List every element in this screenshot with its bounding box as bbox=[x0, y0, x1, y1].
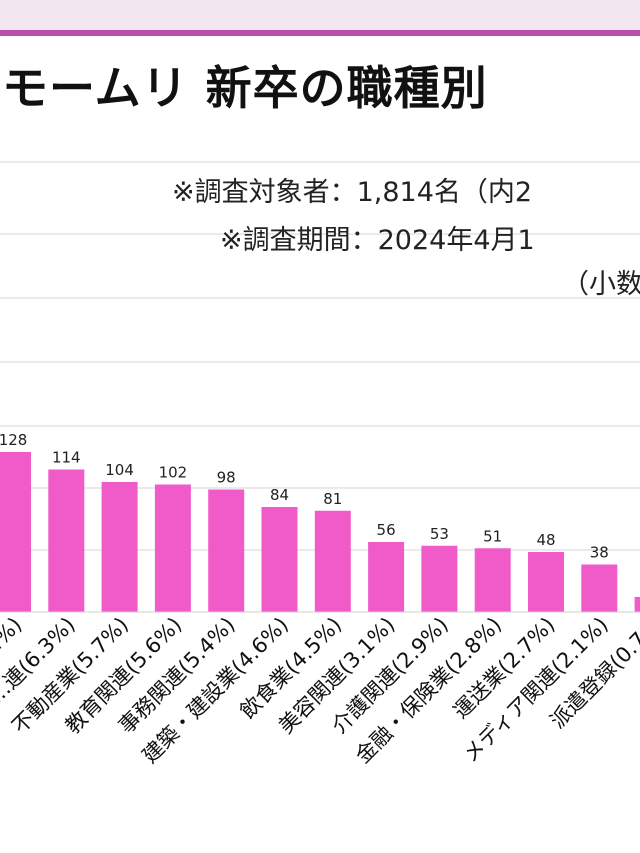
bar bbox=[261, 507, 298, 612]
decimal-note: （小数 bbox=[562, 269, 640, 300]
category-labels: …%)…連(6.3%)不動産業(5.7%)教育関連(5.6%)事務関連(5.4%… bbox=[0, 613, 640, 768]
chart-frame bbox=[0, 30, 640, 853]
bar bbox=[101, 482, 138, 612]
bar bbox=[208, 489, 245, 612]
bar-value-label: 51 bbox=[483, 527, 502, 545]
top-band bbox=[0, 0, 640, 30]
bar-value-label: 48 bbox=[536, 531, 555, 549]
bar bbox=[474, 548, 511, 612]
bar bbox=[528, 552, 564, 612]
bar bbox=[581, 564, 618, 612]
survey-subjects-note: ※調査対象者：1,814名（内2 bbox=[172, 177, 533, 208]
bar-value-label: 128 bbox=[0, 431, 27, 449]
bar bbox=[634, 597, 640, 612]
bar bbox=[314, 510, 351, 612]
bar-value-label: 98 bbox=[217, 469, 236, 487]
bar bbox=[421, 545, 458, 612]
bar-value-label: 56 bbox=[377, 521, 396, 539]
bar-value-label: 102 bbox=[159, 464, 188, 482]
bar-value-label: 53 bbox=[430, 525, 449, 543]
bars bbox=[0, 452, 640, 612]
bar bbox=[48, 469, 85, 612]
value-labels: 128 114 104 102 98 84 81 56 53 51 48 38 bbox=[0, 431, 609, 562]
bar-value-label: 38 bbox=[590, 544, 609, 562]
bar bbox=[154, 484, 191, 612]
bar-value-label: 81 bbox=[323, 490, 342, 508]
chart-title: モームリ 新卒の職種別 bbox=[2, 61, 488, 115]
bar-value-label: 84 bbox=[270, 486, 289, 504]
bar bbox=[368, 542, 405, 612]
bar-value-label: 104 bbox=[105, 461, 134, 479]
survey-period-note: ※調査期間：2024年4月1 bbox=[220, 225, 535, 256]
bar-value-label: 114 bbox=[52, 449, 81, 467]
bar bbox=[0, 452, 31, 612]
